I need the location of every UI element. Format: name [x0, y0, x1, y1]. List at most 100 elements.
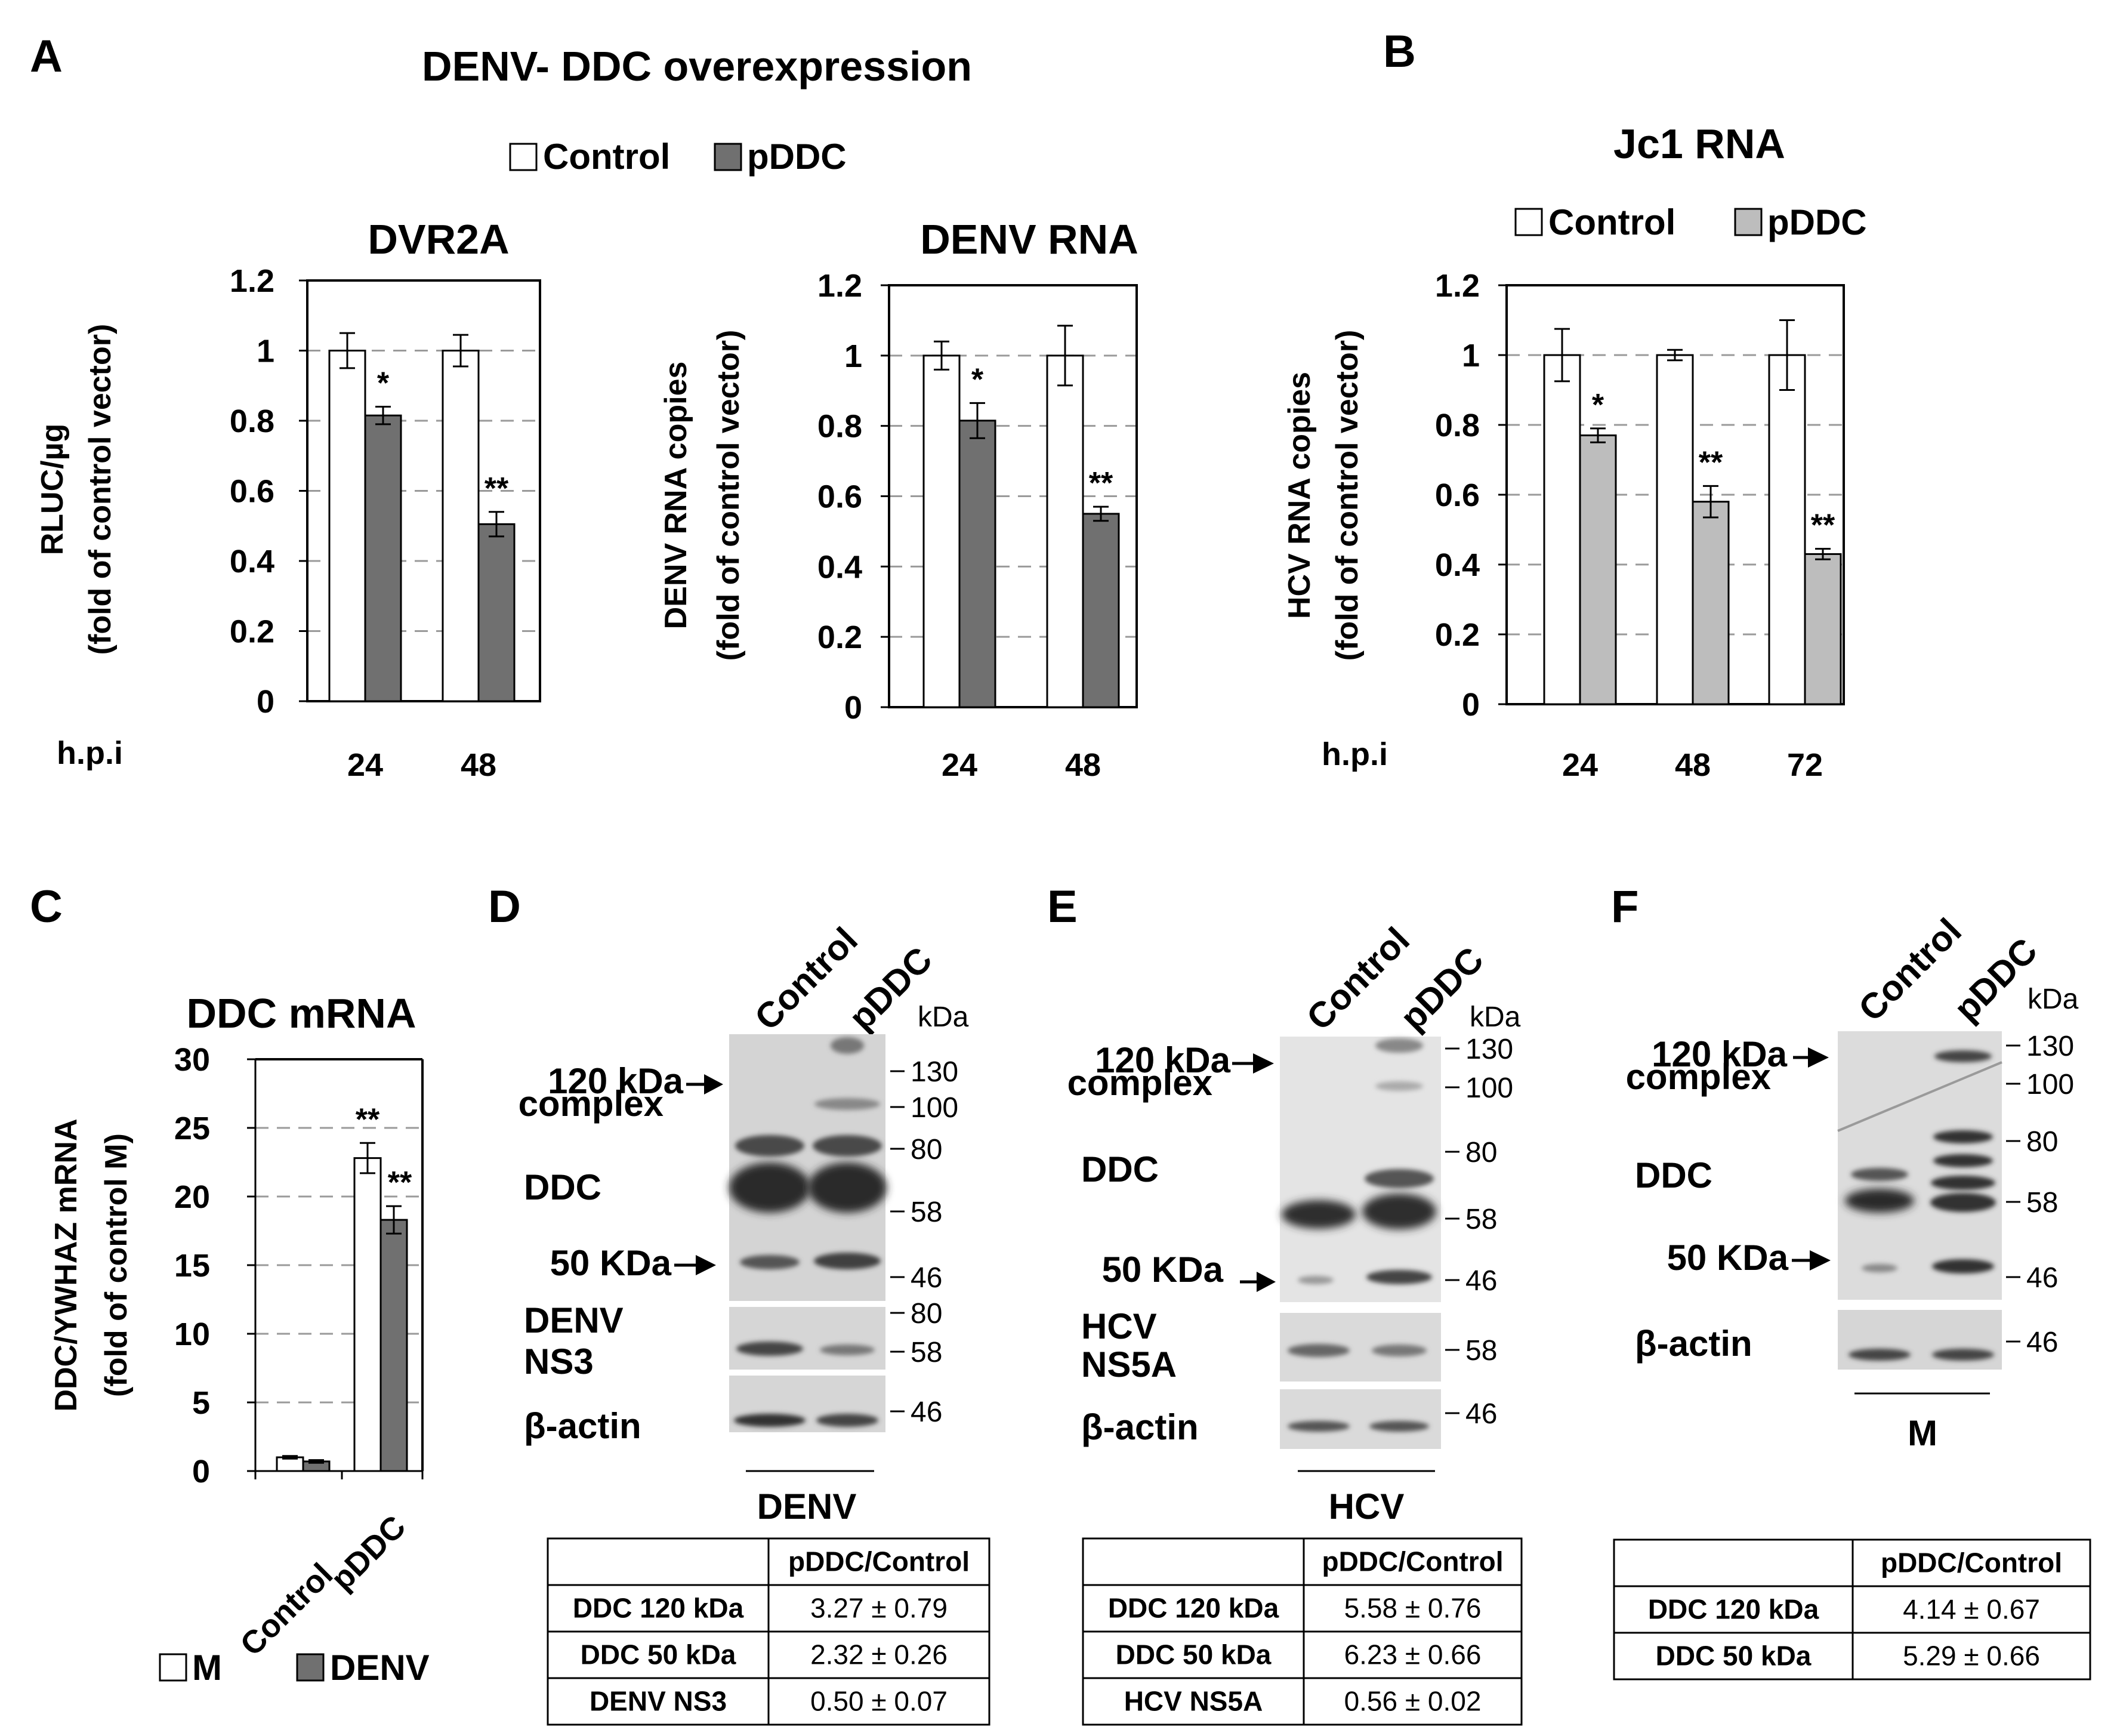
y-tick-label: 5 — [192, 1385, 210, 1421]
y-tick-label: 1.2 — [1435, 268, 1480, 304]
legend-b-control-label: Control — [1548, 202, 1675, 242]
y-tick-label: 0.8 — [817, 409, 862, 445]
panel-letter-d: D — [488, 881, 521, 932]
legend-b-control-swatch — [1514, 208, 1543, 236]
table-f: pDDC/Control DDC 120 kDa 4.14 ± 0.67 DDC 50… — [1613, 1538, 2091, 1681]
y-tick-label: 10 — [174, 1316, 210, 1352]
bar-control — [922, 354, 961, 708]
y-tick-label: 0.8 — [230, 403, 274, 439]
bar-control — [1543, 354, 1581, 705]
blot-e-50kda-arrowhead — [1257, 1272, 1276, 1292]
y-tick-label: 1 — [1462, 338, 1480, 374]
significance-label: * — [971, 362, 984, 397]
y-axis-label: HCV RNA copies — [1282, 372, 1317, 619]
blot-f-complex-label-2: complex — [1626, 1057, 1771, 1097]
marker-label: 130 — [1465, 1034, 1513, 1065]
y-tick-label: 1.2 — [817, 268, 862, 304]
blot-f-actin-image — [1838, 1310, 2002, 1370]
blot-f-lane-control: Control — [1851, 911, 1969, 1029]
blot-f-50kda-arrowhead — [1810, 1250, 1831, 1271]
blot-d-protein-label-1: DENV — [524, 1300, 624, 1340]
plot-frame — [888, 284, 1138, 708]
y-tick-label: 30 — [174, 1042, 210, 1078]
blot-d-caption: DENV — [757, 1487, 857, 1527]
x-category-label: 72 — [1787, 747, 1823, 783]
bar-treatment — [1692, 501, 1730, 705]
table-e: pDDC/Control DDC 120 kDa 5.58 ± 0.76 DDC 50… — [1082, 1537, 1523, 1726]
blot-d-markers: 130 100 80 58 46 80 58 46 — [890, 1056, 958, 1428]
blot-d-lane-control: Control — [747, 920, 865, 1038]
marker-label: 130 — [911, 1056, 958, 1088]
marker-label: 46 — [911, 1262, 942, 1294]
marker-label: 100 — [2026, 1069, 2074, 1100]
y-axis-label-2: (fold of control M) — [99, 1133, 134, 1397]
legend-c: M DENV — [159, 1648, 430, 1688]
significance-label: ** — [1699, 445, 1723, 480]
significance-label: ** — [356, 1102, 380, 1137]
table-row-label: HCV NS5A — [1124, 1686, 1263, 1717]
blot-f-50kda-label: 50 KDa — [1667, 1238, 1789, 1278]
legend-b-pddc-label: pDDC — [1767, 202, 1867, 242]
blot-e-markers: 130 100 80 58 46 58 46 — [1445, 1034, 1513, 1430]
bar-treatment — [1579, 434, 1617, 705]
blot-d-complex-arrowhead — [704, 1074, 723, 1094]
table-cell: 6.23 ± 0.66 — [1344, 1639, 1482, 1670]
table-row-label: DDC 120 kDa — [1648, 1594, 1819, 1625]
blot-d-complex-label-2: complex — [519, 1084, 664, 1124]
marker-label: 58 — [1465, 1204, 1497, 1235]
chart-ddc-mrna: DDC mRNA051015202530Control****pDDCDDC/Y… — [49, 990, 424, 1663]
y-tick-label: 0 — [1462, 687, 1480, 723]
y-tick-label: 15 — [174, 1248, 210, 1284]
legend-a: Control pDDC — [509, 137, 847, 177]
chart-title: Jc1 RNA — [1613, 121, 1785, 167]
table-row-label: DDC 50 kDa — [581, 1639, 736, 1670]
bar-treatment — [1082, 513, 1120, 708]
legend-a-control-swatch — [509, 143, 538, 171]
bar-treatment — [477, 523, 516, 702]
marker-label: 46 — [1465, 1265, 1497, 1297]
y-tick-label: 0.6 — [817, 479, 862, 515]
legend-a-pddc-label: pDDC — [747, 137, 847, 177]
x-category-label: pDDC — [324, 1509, 412, 1597]
panel-letter-e: E — [1047, 881, 1078, 932]
y-tick-label: 25 — [174, 1111, 210, 1146]
bar-control — [1768, 354, 1806, 705]
blot-e-complex-label-2: complex — [1067, 1063, 1212, 1103]
table-cell: 5.29 ± 0.66 — [1903, 1641, 2040, 1672]
chart-denv-rna: DENV RNA 0 0.2 0.4 0.6 0.8 1 1.2 * 24 ** 48 DENV RNA… — [659, 216, 1138, 783]
x-category-label: 48 — [1675, 747, 1711, 783]
blot-e-complex-label-1: 120 kDa — [1095, 1040, 1230, 1080]
y-tick-label: 1 — [257, 334, 274, 369]
marker-label: 46 — [911, 1396, 942, 1428]
blot-f-complex-arrowhead — [1808, 1047, 1829, 1068]
y-tick-label: 0.8 — [1435, 408, 1480, 443]
panel-letter-f: F — [1611, 881, 1638, 932]
marker-label: 80 — [1465, 1137, 1497, 1168]
y-tick-label: 0.2 — [817, 619, 862, 655]
blot-f-complex-label-1: 120 kDa — [1652, 1034, 1787, 1074]
y-axis-label-2: (fold of control vector) — [1330, 330, 1365, 661]
blot-e-main-image — [1280, 1037, 1441, 1302]
y-tick-label: 0 — [257, 684, 274, 720]
y-tick-label: 0.2 — [1435, 617, 1480, 653]
x-axis-label: h.p.i — [57, 735, 123, 771]
y-tick-label: 0.4 — [1435, 547, 1480, 583]
marker-label: 130 — [2026, 1031, 2074, 1062]
blot-e-lane-control: Control — [1299, 920, 1417, 1038]
x-category-label: 24 — [347, 747, 383, 783]
y-tick-label: 0.6 — [1435, 477, 1480, 513]
x-category-label: 24 — [1562, 747, 1598, 783]
legend-c-denv-swatch — [296, 1653, 325, 1682]
table-row-label: DDC 50 kDa — [1656, 1641, 1812, 1672]
legend-b: Control pDDC — [1514, 202, 1867, 242]
blot-f-markers: 130 100 80 58 46 46 — [2006, 1031, 2074, 1358]
y-axis-label: DDC/YWHAZ mRNA — [49, 1118, 84, 1411]
bar-control — [353, 1157, 382, 1472]
panel-letter-c: C — [30, 881, 63, 932]
y-tick-label: 20 — [174, 1179, 210, 1215]
marker-label: 58 — [911, 1337, 942, 1368]
significance-label: ** — [1811, 508, 1835, 543]
